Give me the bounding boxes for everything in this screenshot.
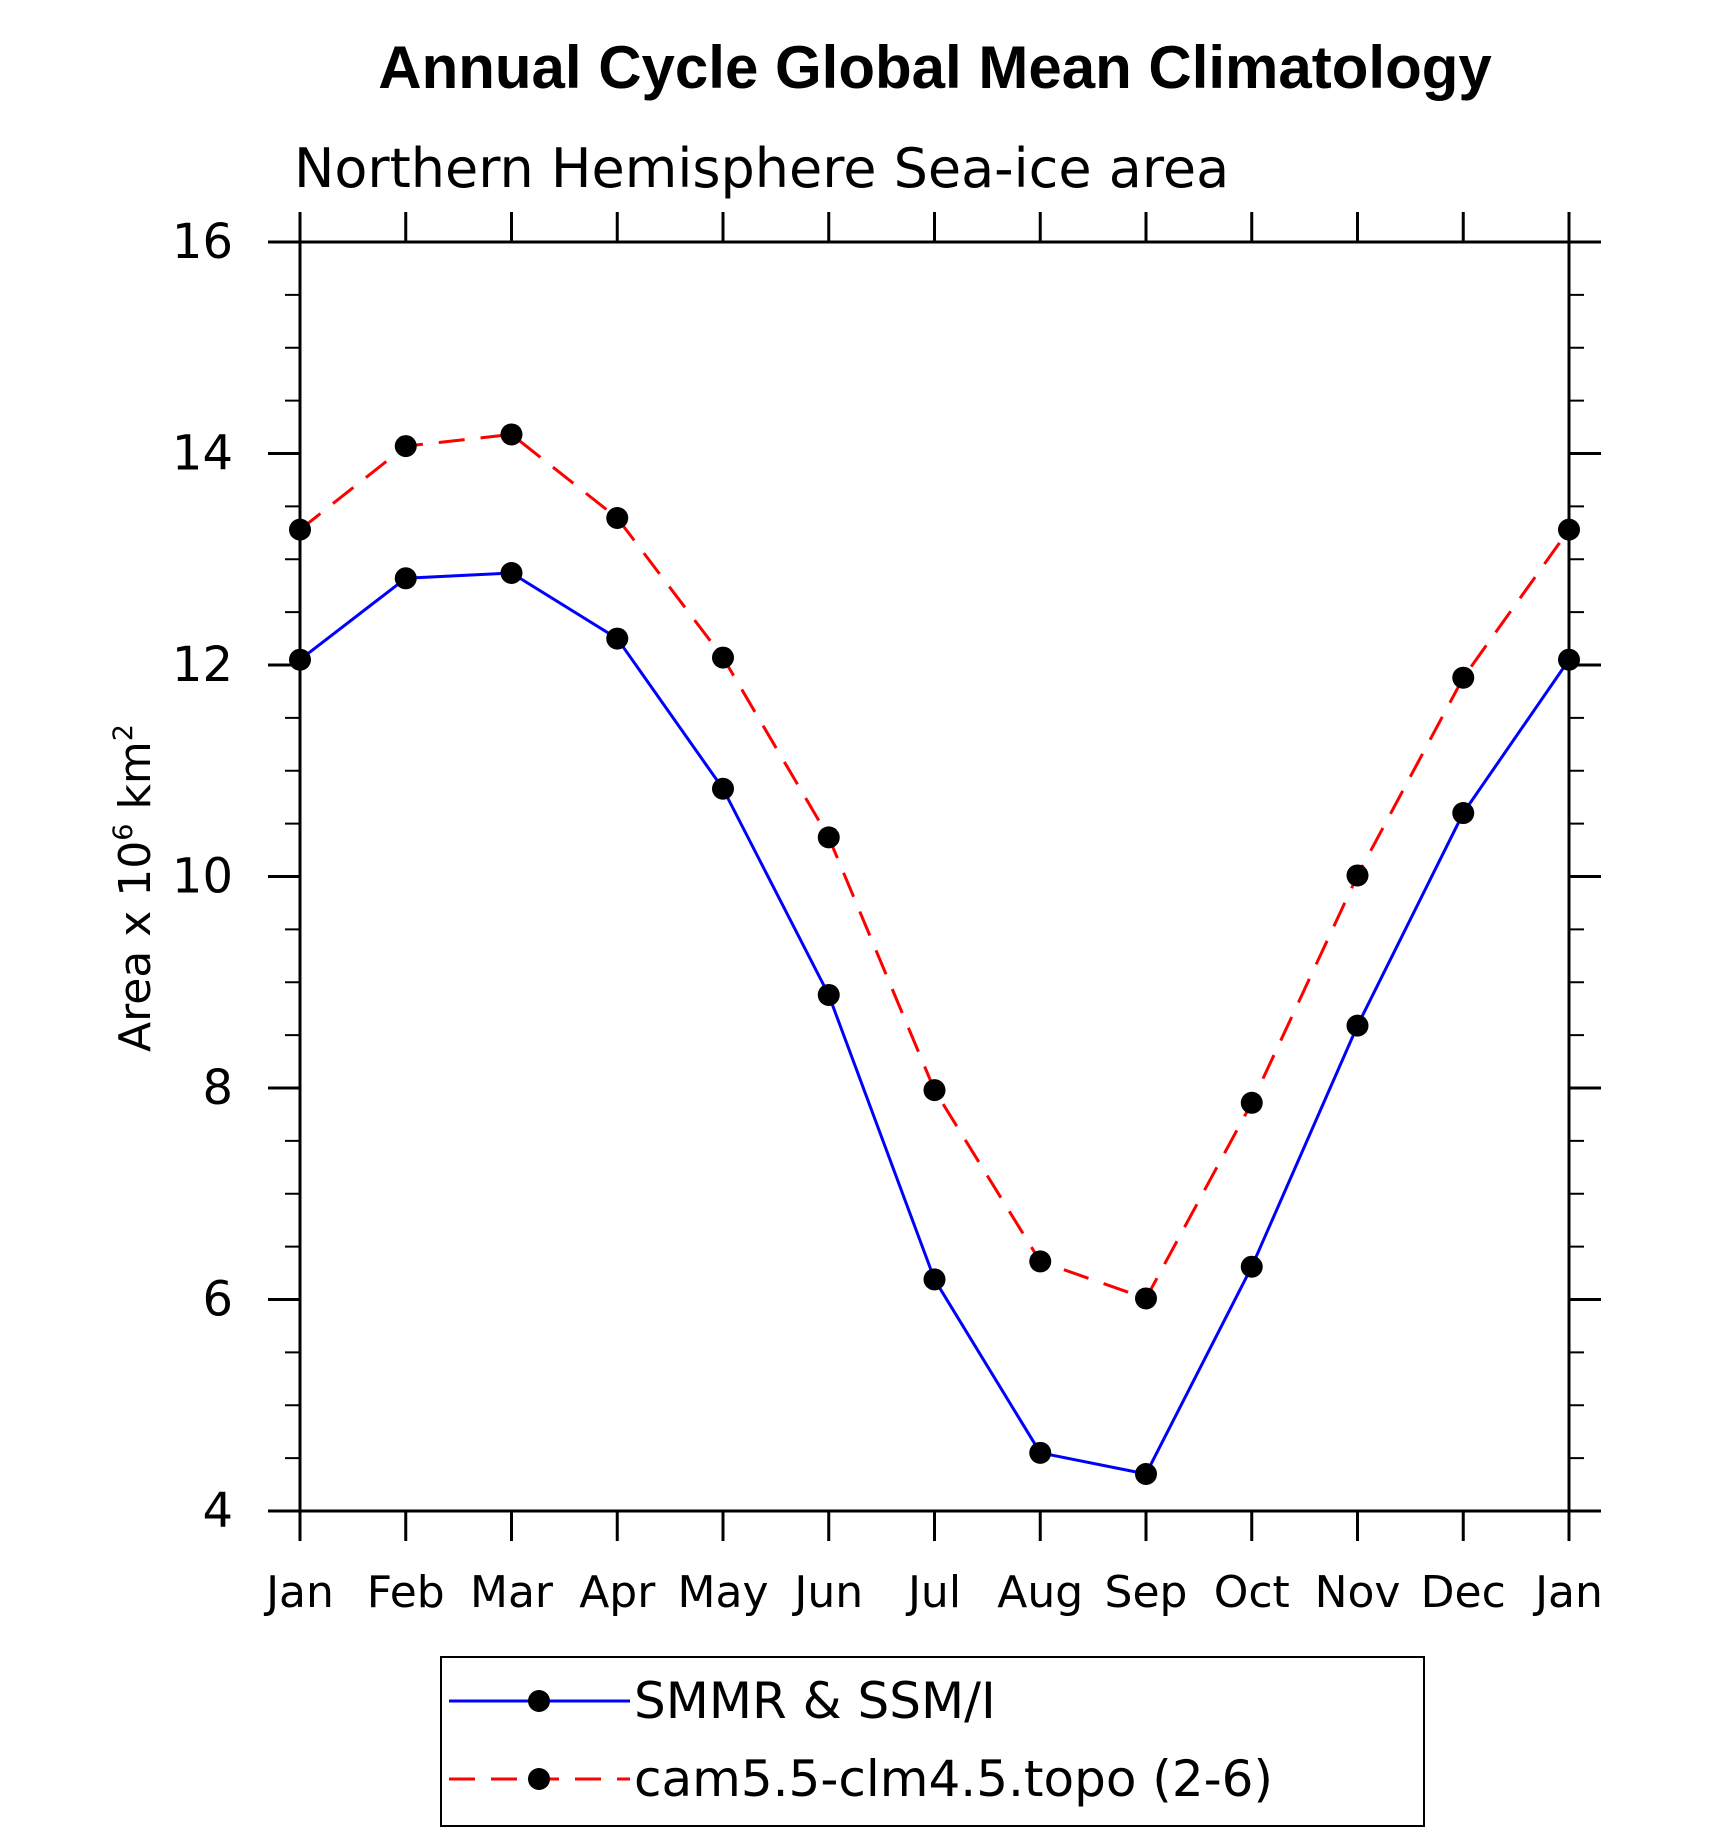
x-tick-label: Aug: [997, 1567, 1083, 1618]
data-point: [1240, 1255, 1263, 1278]
x-tick-label: Jul: [905, 1567, 961, 1618]
data-point: [500, 561, 523, 584]
series-layer: [289, 423, 1580, 1485]
x-tick-label: Dec: [1421, 1567, 1506, 1618]
data-point: [289, 648, 311, 671]
x-tick-label: Jan: [1532, 1567, 1603, 1618]
y-axis-label-unit: km: [110, 741, 161, 823]
y-tick-labels: 4 6 8 10 12 14 16: [172, 214, 233, 1539]
data-point: [1240, 1091, 1263, 1114]
data-point: [606, 627, 629, 650]
y-tick-label: 8: [202, 1060, 233, 1116]
chart-subtitle: Northern Hemisphere Sea-ice area: [294, 137, 1229, 200]
legend-label: cam5.5-clm4.5.topo (2-6): [634, 1750, 1273, 1808]
legend: SMMR & SSM/I cam5.5-clm4.5.topo (2-6): [440, 1656, 1425, 1827]
series-line: [299, 432, 1571, 1301]
data-point: [1029, 1441, 1052, 1464]
y-tick-label: 6: [202, 1272, 233, 1328]
legend-entries: SMMR & SSM/I cam5.5-clm4.5.topo (2-6): [449, 1672, 1273, 1808]
y-tick-label: 10: [172, 849, 233, 905]
chart-title: Annual Cycle Global Mean Climatology: [378, 34, 1492, 101]
axis-ticks: [268, 212, 1601, 1541]
data-point: [1452, 666, 1475, 689]
y-tick-label: 14: [172, 426, 233, 482]
data-point: [817, 983, 840, 1006]
y-tick-label: 12: [172, 637, 233, 693]
legend-marker: [528, 1768, 550, 1790]
data-point: [712, 777, 734, 800]
data-point: [923, 1268, 946, 1291]
data-point: [1346, 864, 1369, 887]
y-tick-label: 4: [202, 1483, 233, 1539]
data-point: [394, 435, 417, 458]
data-point: [1558, 518, 1580, 541]
data-point: [1135, 1287, 1157, 1310]
data-point: [1346, 1014, 1369, 1037]
y-tick-label: 16: [172, 214, 233, 270]
legend-marker: [528, 1690, 550, 1712]
x-tick-label: Oct: [1214, 1567, 1290, 1618]
data-point: [394, 567, 417, 590]
data-point: [1558, 648, 1580, 671]
y-axis-label: Area x 106 km2: [108, 724, 161, 1052]
data-point: [1135, 1462, 1157, 1485]
data-point: [606, 507, 629, 530]
series-line: [299, 571, 1571, 1476]
data-point: [1029, 1250, 1052, 1273]
legend-label: SMMR & SSM/I: [634, 1672, 996, 1730]
x-tick-labels: Jan Feb Mar Apr May Jun Jul Aug Sep Oct Nov Dec Jan: [263, 1567, 1603, 1618]
data-point: [923, 1079, 946, 1102]
x-tick-label: Apr: [579, 1567, 656, 1618]
x-tick-label: Nov: [1315, 1567, 1401, 1618]
data-point: [712, 646, 734, 669]
data-point: [1452, 802, 1475, 825]
y-axis-label-text: Area x 10: [110, 841, 161, 1052]
x-tick-label: Jun: [791, 1567, 863, 1618]
x-tick-label: Mar: [470, 1567, 554, 1618]
data-point: [817, 826, 840, 849]
x-tick-label: Feb: [367, 1567, 445, 1618]
data-point: [289, 518, 311, 541]
y-axis-label-sup: 6: [108, 824, 139, 841]
data-point: [500, 423, 523, 446]
x-tick-label: May: [678, 1567, 769, 1618]
x-tick-label: Jan: [263, 1567, 334, 1618]
legend-box: [440, 1656, 1425, 1827]
plot-frame: [298, 240, 1571, 1513]
x-tick-label: Sep: [1105, 1567, 1188, 1618]
y-axis-label-unit-sup: 2: [108, 724, 139, 741]
